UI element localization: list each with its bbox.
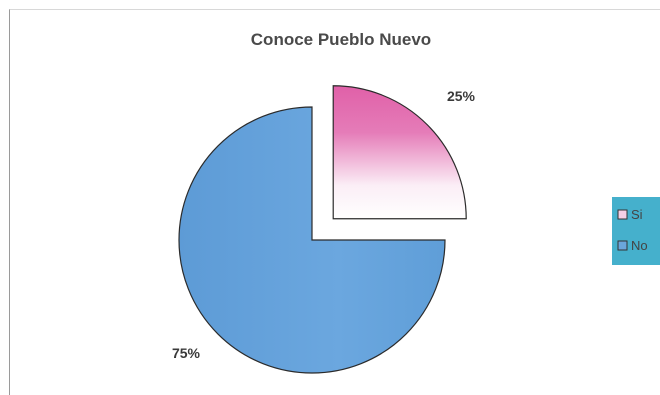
legend-box [612, 197, 660, 265]
legend-label-no: No [631, 238, 648, 253]
legend: Si No [612, 197, 660, 265]
legend-swatch-no [617, 240, 628, 251]
legend-swatch-si [617, 209, 628, 220]
data-label-no: 75% [172, 345, 201, 361]
pie-slice-no [178, 106, 446, 374]
legend-label-si: Si [631, 207, 643, 222]
data-label-si: 25% [447, 88, 476, 104]
pie-data-labels: 25% 75% [172, 88, 476, 361]
chart-title: Conoce Pueblo Nuevo [251, 30, 431, 49]
pie-slices [178, 85, 467, 374]
pie-slice-si [332, 85, 467, 220]
